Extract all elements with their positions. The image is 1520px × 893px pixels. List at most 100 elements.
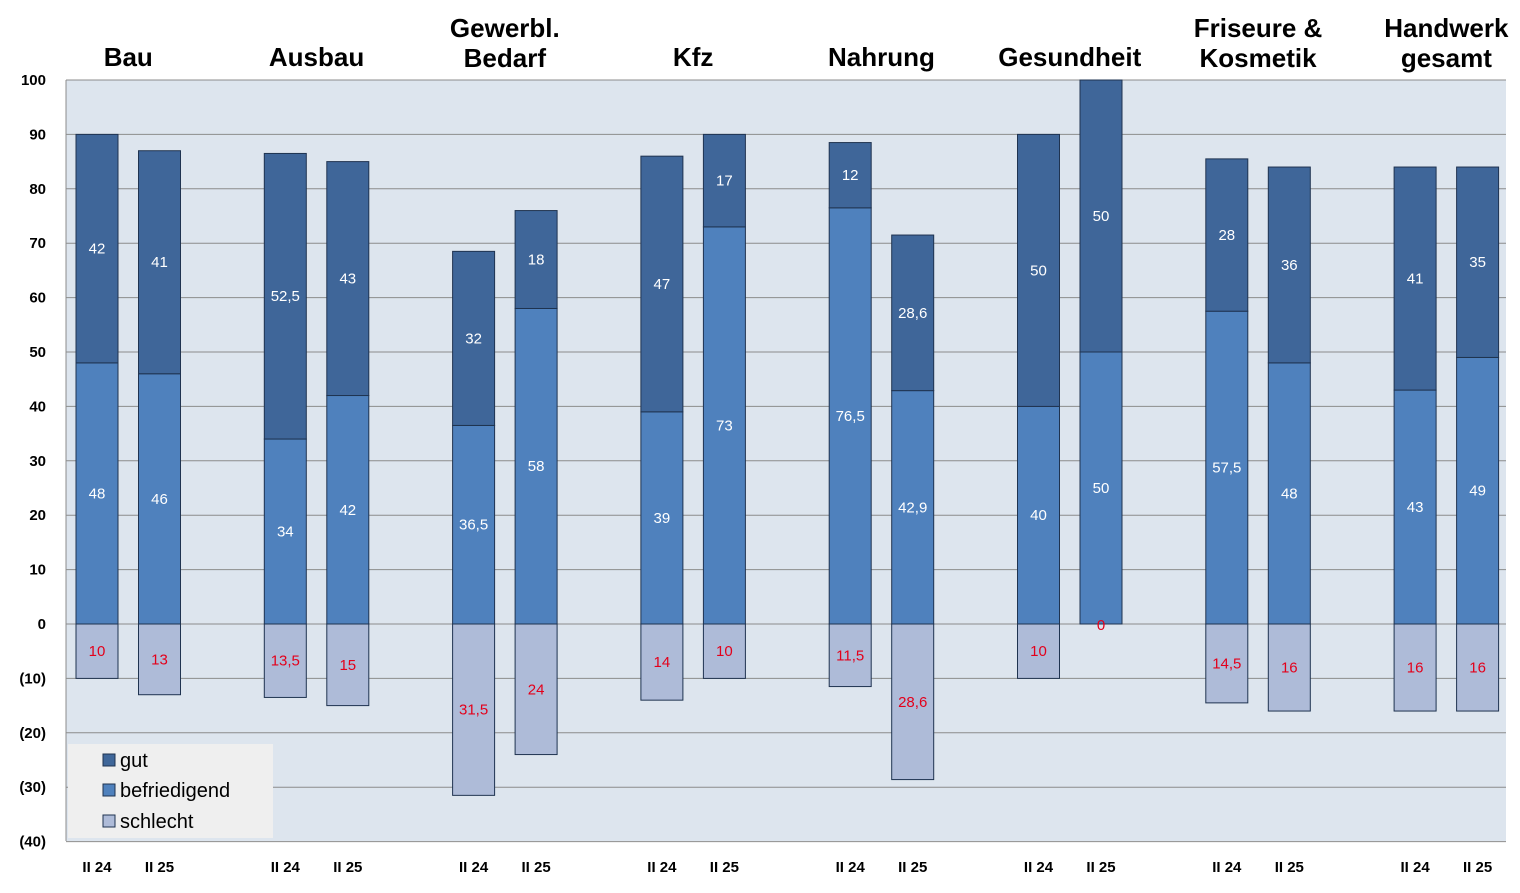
bar-segment-gut: [75, 133, 119, 364]
bar-segment-gut: [1205, 158, 1249, 312]
data-label-schlecht: 16: [1281, 660, 1298, 677]
bar-segment-befriedigend: [1456, 356, 1500, 625]
y-tick-label: 60: [29, 290, 46, 307]
data-label-gut: 36: [1281, 257, 1298, 274]
y-tick-label: 20: [29, 507, 46, 524]
data-label-gut: 41: [1407, 271, 1424, 288]
bar-segment-schlecht: [1205, 623, 1249, 704]
bar-segment-gut: [1017, 133, 1060, 407]
bar-segment-befriedigend: [263, 438, 307, 625]
data-label-gut: 41: [151, 254, 168, 271]
data-label-befriedigend: 48: [1281, 485, 1298, 502]
data-label-schlecht: 16: [1469, 660, 1486, 677]
bar-segment-befriedigend: [1017, 405, 1060, 625]
x-tick-label: II 25: [333, 859, 362, 876]
y-tick-label: (20): [19, 725, 46, 742]
legend: gut befriedigend schlecht: [68, 744, 273, 838]
data-label-schlecht: 10: [716, 643, 733, 660]
bar-segment-gut: [326, 161, 370, 397]
bar-segment-schlecht: [1017, 623, 1060, 679]
data-label-gut: 42: [89, 241, 106, 258]
x-tick-label: II 25: [710, 859, 739, 876]
group-title: Bau: [104, 42, 153, 72]
data-label-schlecht: 28,6: [898, 694, 927, 711]
y-tick-label: (10): [19, 670, 46, 687]
data-label-schlecht: 16: [1407, 660, 1424, 677]
data-label-schlecht: 14,5: [1212, 655, 1241, 672]
group-title: Gewerbl.: [450, 13, 560, 43]
data-label-gut: 12: [842, 167, 859, 184]
bar-segment-gut: [640, 155, 684, 413]
data-label-befriedigend: 42,9: [898, 499, 927, 516]
data-label-gut: 52,5: [271, 288, 300, 305]
x-tick-label: II 25: [522, 859, 551, 876]
group-title: Kosmetik: [1200, 43, 1318, 73]
data-label-gut: 35: [1469, 254, 1486, 271]
y-tick-label: 80: [29, 181, 46, 198]
data-label-gut: 50: [1093, 208, 1110, 225]
legend-swatch-gut: [102, 753, 116, 767]
group-title: Nahrung: [828, 42, 935, 72]
bar-segment-befriedigend: [1205, 310, 1249, 625]
y-tick-label: 70: [29, 235, 46, 252]
bar-segment-befriedigend: [514, 307, 558, 625]
bar-segment-befriedigend: [138, 373, 181, 625]
data-label-befriedigend: 43: [1407, 499, 1424, 516]
data-label-befriedigend: 40: [1030, 507, 1047, 524]
data-label-gut: 50: [1030, 262, 1047, 279]
y-tick-label: 90: [29, 126, 46, 143]
bar-segment-befriedigend: [640, 411, 684, 625]
y-tick-label: (30): [19, 779, 46, 796]
data-label-gut: 32: [465, 330, 482, 347]
data-label-gut: 47: [654, 276, 671, 293]
x-tick-label: II 24: [459, 859, 489, 876]
data-label-schlecht: 15: [339, 657, 356, 674]
data-label-schlecht: 10: [89, 643, 106, 660]
legend-label-befriedigend: befriedigend: [120, 780, 230, 802]
data-label-befriedigend: 36,5: [459, 517, 488, 534]
data-label-befriedigend: 48: [89, 485, 106, 502]
data-label-schlecht: 13: [151, 651, 168, 668]
x-tick-label: II 25: [1275, 859, 1304, 876]
bar-segment-schlecht: [1393, 623, 1437, 712]
group-title: Ausbau: [269, 42, 364, 72]
group-title: Friseure &: [1194, 13, 1323, 43]
bar-segment-gut: [1079, 79, 1123, 353]
bar-segment-befriedigend: [326, 395, 370, 625]
bars-layer: [75, 79, 1500, 796]
x-tick-label: II 25: [1463, 859, 1492, 876]
legend-label-gut: gut: [120, 750, 148, 772]
x-tick-label: II 24: [1401, 859, 1431, 876]
data-label-schlecht: 14: [654, 654, 671, 671]
bar-segment-schlecht: [891, 623, 935, 781]
y-tick-label: 100: [21, 72, 46, 89]
y-tick-label: 50: [29, 344, 46, 361]
data-label-schlecht: 13,5: [271, 653, 300, 670]
bar-segment-schlecht: [640, 623, 684, 701]
group-title: Bedarf: [464, 43, 547, 73]
group-title: Gesundheit: [998, 42, 1141, 72]
y-tick-label: 30: [29, 453, 46, 470]
bar-segment-schlecht: [1456, 623, 1500, 712]
bar-segment-schlecht: [75, 623, 119, 679]
x-tick-label: II 24: [647, 859, 677, 876]
bar-segment-gut: [828, 142, 872, 209]
data-label-schlecht: 24: [528, 681, 545, 698]
bar-segment-gut: [138, 150, 181, 375]
bar-segment-schlecht: [828, 623, 872, 688]
y-tick-label: 0: [38, 616, 46, 633]
bar-segment-gut: [1456, 166, 1500, 358]
group-title: gesamt: [1401, 43, 1492, 73]
data-label-befriedigend: 46: [151, 491, 168, 508]
x-tick-label: II 25: [898, 859, 927, 876]
data-label-gut: 18: [528, 252, 545, 269]
legend-background: [68, 744, 273, 838]
bar-segment-schlecht: [702, 623, 746, 679]
data-label-befriedigend: 42: [339, 502, 356, 519]
bar-segment-gut: [452, 250, 496, 426]
x-tick-label: II 24: [271, 859, 301, 876]
bar-segment-gut: [891, 234, 935, 392]
bar-segment-gut: [263, 152, 307, 440]
